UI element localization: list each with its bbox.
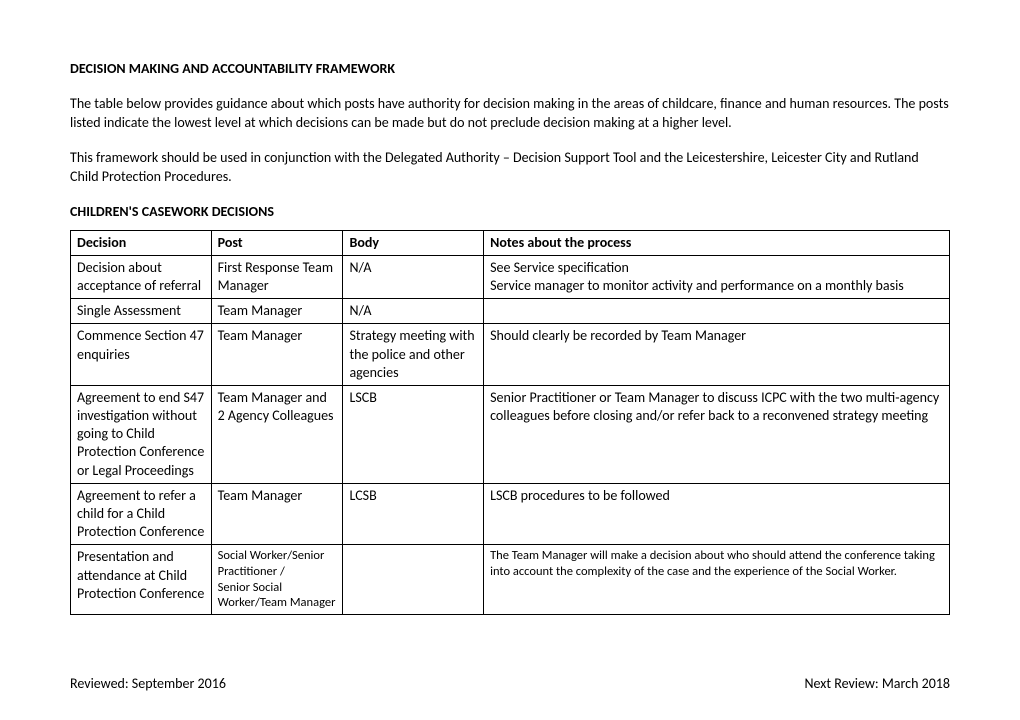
table-row: Commence Section 47 enquiriesTeam Manage… [71,324,950,386]
cell-notes: Should clearly be recorded by Team Manag… [484,324,950,386]
cell-body: N/A [343,299,484,324]
cell-notes: The Team Manager will make a decision ab… [484,545,950,615]
footer-next-review: Next Review: March 2018 [804,675,950,692]
cell-post: Team Manager and 2 Agency Colleagues [211,385,343,483]
cell-body: N/A [343,255,484,298]
cell-post: First Response Team Manager [211,255,343,298]
table-header-row: Decision Post Body Notes about the proce… [71,230,950,255]
cell-decision: Single Assessment [71,299,212,324]
header-decision: Decision [71,230,212,255]
cell-body: Strategy meeting with the police and oth… [343,324,484,386]
cell-notes: See Service specificationService manager… [484,255,950,298]
cell-notes: Senior Practitioner or Team Manager to d… [484,385,950,483]
footer-reviewed: Reviewed: September 2016 [70,675,226,692]
table-row: Single AssessmentTeam ManagerN/A [71,299,950,324]
cell-body: LCSB [343,483,484,545]
intro-paragraph-1: The table below provides guidance about … [70,95,950,133]
table-row: Presentation and attendance at Child Pro… [71,545,950,615]
table-row: Agreement to end S47 investigation witho… [71,385,950,483]
section-heading: CHILDREN'S CASEWORK DECISIONS [70,203,950,220]
cell-post: Team Manager [211,483,343,545]
table-row: Decision about acceptance of referralFir… [71,255,950,298]
intro-paragraph-2: This framework should be used in conjunc… [70,149,950,187]
cell-post: Social Worker/Senior Practitioner /Senio… [211,545,343,615]
cell-body [343,545,484,615]
document-title: DECISION MAKING AND ACCOUNTABILITY FRAME… [70,60,950,77]
table-row: Agreement to refer a child for a Child P… [71,483,950,545]
header-body: Body [343,230,484,255]
cell-decision: Decision about acceptance of referral [71,255,212,298]
cell-body: LSCB [343,385,484,483]
decisions-table: Decision Post Body Notes about the proce… [70,230,950,615]
cell-post: Team Manager [211,299,343,324]
cell-decision: Presentation and attendance at Child Pro… [71,545,212,615]
header-notes: Notes about the process [484,230,950,255]
cell-decision: Commence Section 47 enquiries [71,324,212,386]
cell-notes [484,299,950,324]
cell-decision: Agreement to end S47 investigation witho… [71,385,212,483]
footer: Reviewed: September 2016 Next Review: Ma… [70,675,950,692]
cell-post: Team Manager [211,324,343,386]
cell-decision: Agreement to refer a child for a Child P… [71,483,212,545]
cell-notes: LSCB procedures to be followed [484,483,950,545]
header-post: Post [211,230,343,255]
